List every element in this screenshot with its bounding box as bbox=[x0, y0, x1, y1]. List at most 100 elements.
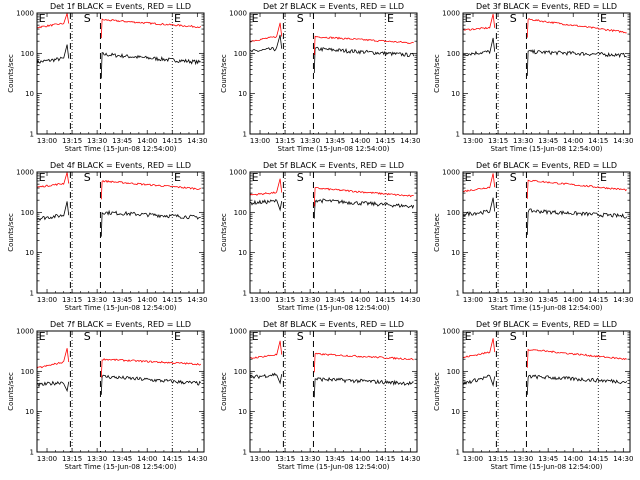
x-tick-label: 14:00 bbox=[137, 455, 157, 463]
x-tick-label: 14:00 bbox=[350, 137, 370, 145]
y-tick-label: 1000 bbox=[16, 328, 34, 336]
x-tick-label: 14:00 bbox=[350, 296, 370, 304]
x-tick-label: 14:30 bbox=[613, 296, 633, 304]
panel-title: Det 1f BLACK = Events, RED = LLD bbox=[50, 2, 191, 11]
y-axis-label: Counts/sec bbox=[220, 54, 228, 93]
y-tick-label: 1000 bbox=[16, 10, 34, 18]
panel-title: Det 2f BLACK = Events, RED = LLD bbox=[263, 2, 404, 11]
series-events-post bbox=[526, 48, 627, 76]
panel-title: Det 9f BLACK = Events, RED = LLD bbox=[476, 320, 617, 329]
series-lld-post bbox=[313, 352, 414, 373]
y-tick-label: 100 bbox=[234, 209, 247, 217]
y-tick-label: 1 bbox=[30, 290, 34, 298]
x-tick-label: 13:15 bbox=[488, 296, 508, 304]
x-tick-label: 13:15 bbox=[275, 296, 295, 304]
time-marker-label: S bbox=[84, 330, 91, 343]
y-tick-label: 100 bbox=[21, 368, 34, 376]
series-lld-post bbox=[526, 179, 627, 199]
x-tick-label: 13:15 bbox=[62, 455, 82, 463]
x-tick-label: 14:00 bbox=[563, 296, 583, 304]
series-events-pre bbox=[36, 44, 70, 65]
plot-frame bbox=[249, 12, 418, 135]
x-tick-label: 13:15 bbox=[62, 296, 82, 304]
x-axis-label: Start Time (15-Jun-08 12:54:00) bbox=[491, 463, 603, 471]
x-tick-label: 14:30 bbox=[400, 137, 420, 145]
time-marker-label: E bbox=[39, 12, 46, 25]
x-tick-label: 13:15 bbox=[275, 455, 295, 463]
series-lld-pre bbox=[462, 13, 496, 31]
y-axis-label: Counts/sec bbox=[7, 372, 15, 411]
series-events-post bbox=[526, 208, 628, 235]
y-tick-label: 100 bbox=[447, 209, 460, 217]
y-tick-label: 1000 bbox=[229, 10, 247, 18]
panel-det-8: Det 8f BLACK = Events, RED = LLD 1 10 100 10… bbox=[220, 320, 420, 471]
x-tick-label: 13:15 bbox=[62, 137, 82, 145]
x-tick-label: 13:15 bbox=[488, 455, 508, 463]
panel-det-4: Det 4f BLACK = Events, RED = LLD 1 10 100 10… bbox=[7, 161, 207, 312]
time-marker-label: E bbox=[252, 171, 259, 184]
y-tick-label: 10 bbox=[25, 408, 34, 416]
x-axis-label: Start Time (15-Jun-08 12:54:00) bbox=[65, 304, 177, 312]
y-tick-label: 1 bbox=[30, 131, 34, 139]
series-lld-post bbox=[526, 348, 627, 368]
plot-frame bbox=[36, 12, 205, 135]
series-events-post bbox=[313, 198, 415, 219]
panel-title: Det 3f BLACK = Events, RED = LLD bbox=[476, 2, 617, 11]
time-marker-label: E bbox=[600, 12, 607, 25]
x-tick-label: 14:15 bbox=[588, 455, 608, 463]
y-tick-label: 100 bbox=[21, 50, 34, 58]
series-events-pre bbox=[462, 374, 496, 387]
y-tick-label: 1000 bbox=[16, 169, 34, 177]
plot-frame bbox=[462, 330, 631, 453]
x-tick-label: 14:00 bbox=[350, 455, 370, 463]
time-marker-label: S bbox=[510, 12, 517, 25]
series-lld-pre bbox=[36, 13, 70, 29]
panel-det-6: Det 6f BLACK = Events, RED = LLD 1 10 100 10… bbox=[433, 161, 633, 312]
x-tick-label: 14:00 bbox=[563, 137, 583, 145]
y-tick-label: 100 bbox=[234, 50, 247, 58]
x-tick-label: 13:00 bbox=[463, 455, 483, 463]
x-tick-label: 13:00 bbox=[37, 137, 57, 145]
time-marker-label: E bbox=[600, 330, 607, 343]
x-axis-label: Start Time (15-Jun-08 12:54:00) bbox=[65, 463, 177, 471]
time-marker-label: E bbox=[174, 171, 181, 184]
x-axis-label: Start Time (15-Jun-08 12:54:00) bbox=[491, 304, 603, 312]
y-tick-label: 1000 bbox=[442, 10, 460, 18]
x-tick-label: 14:15 bbox=[375, 137, 395, 145]
x-tick-label: 13:00 bbox=[250, 455, 270, 463]
y-tick-label: 1 bbox=[243, 290, 247, 298]
time-marker-label: E bbox=[465, 171, 472, 184]
panel-det-7: Det 7f BLACK = Events, RED = LLD 1 10 100 10… bbox=[7, 320, 207, 471]
plot-frame bbox=[36, 171, 205, 294]
x-tick-label: 13:00 bbox=[37, 296, 57, 304]
series-events-pre bbox=[249, 372, 283, 385]
x-tick-label: 13:30 bbox=[87, 455, 107, 463]
x-tick-label: 13:00 bbox=[250, 296, 270, 304]
series-lld-pre bbox=[249, 178, 283, 196]
x-tick-label: 14:30 bbox=[613, 455, 633, 463]
time-marker-label: E bbox=[252, 12, 259, 25]
time-marker-label: E bbox=[39, 330, 46, 343]
y-tick-label: 1 bbox=[30, 449, 34, 457]
plot-frame bbox=[462, 171, 631, 294]
y-tick-label: 1 bbox=[456, 449, 460, 457]
x-tick-label: 14:30 bbox=[187, 296, 207, 304]
x-axis-label: Start Time (15-Jun-08 12:54:00) bbox=[278, 304, 390, 312]
series-lld-pre bbox=[249, 340, 283, 359]
x-tick-label: 13:15 bbox=[488, 137, 508, 145]
series-events-post bbox=[526, 374, 628, 395]
x-tick-label: 13:30 bbox=[300, 455, 320, 463]
panel-det-5: Det 5f BLACK = Events, RED = LLD 1 10 100 10… bbox=[220, 161, 420, 312]
time-marker-label: S bbox=[84, 171, 91, 184]
x-tick-label: 13:45 bbox=[325, 455, 345, 463]
time-marker-label: E bbox=[252, 330, 259, 343]
x-tick-label: 14:00 bbox=[563, 455, 583, 463]
panel-title: Det 7f BLACK = Events, RED = LLD bbox=[50, 320, 191, 329]
x-axis-label: Start Time (15-Jun-08 12:54:00) bbox=[65, 145, 177, 153]
x-tick-label: 13:45 bbox=[325, 296, 345, 304]
x-tick-label: 14:00 bbox=[137, 296, 157, 304]
time-marker-label: E bbox=[465, 12, 472, 25]
y-tick-label: 100 bbox=[447, 368, 460, 376]
series-events-pre bbox=[36, 201, 70, 221]
y-axis-label: Counts/sec bbox=[7, 213, 15, 252]
